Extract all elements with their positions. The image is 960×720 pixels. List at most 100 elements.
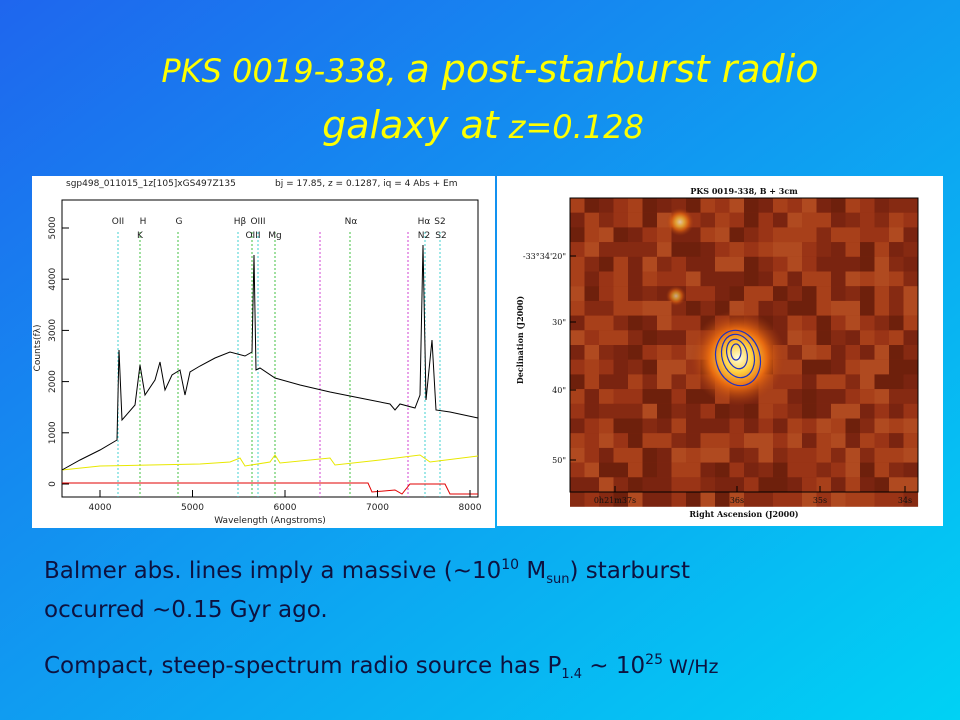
pixel bbox=[599, 418, 614, 434]
pixel bbox=[613, 330, 629, 346]
pixel bbox=[657, 300, 672, 316]
pixel bbox=[860, 389, 875, 404]
pixel bbox=[686, 315, 701, 331]
pixel bbox=[700, 256, 716, 272]
pixel bbox=[787, 374, 803, 390]
pixel bbox=[816, 286, 832, 301]
pixel bbox=[700, 271, 716, 287]
pixel bbox=[831, 330, 846, 346]
pixel bbox=[816, 212, 832, 228]
pixel bbox=[758, 242, 774, 257]
pixel bbox=[628, 462, 643, 478]
x-tick-label: 35s bbox=[813, 496, 827, 505]
pixel bbox=[845, 418, 861, 434]
pixel bbox=[671, 374, 687, 390]
text: W/Hz bbox=[663, 656, 719, 678]
pixel bbox=[744, 462, 759, 478]
pixel bbox=[599, 227, 614, 243]
pixel bbox=[599, 271, 614, 287]
y-tick-label: 30" bbox=[552, 318, 566, 327]
pixel bbox=[874, 286, 890, 301]
pixel bbox=[802, 418, 817, 434]
pixel bbox=[787, 198, 803, 213]
pixel bbox=[831, 447, 846, 463]
pixel bbox=[715, 227, 730, 243]
pixel bbox=[845, 212, 861, 228]
x-tick-label: 36s bbox=[730, 496, 744, 505]
pixel bbox=[831, 374, 846, 390]
pixel bbox=[628, 198, 643, 213]
pixel bbox=[787, 300, 803, 316]
pixel bbox=[628, 256, 643, 272]
pixel bbox=[889, 492, 904, 507]
pixel bbox=[889, 198, 904, 213]
pixel bbox=[613, 300, 629, 316]
pixel bbox=[845, 286, 861, 301]
pixel bbox=[744, 418, 759, 434]
pixel bbox=[671, 271, 687, 287]
pixel bbox=[613, 359, 629, 375]
pixel bbox=[686, 300, 701, 316]
pixel bbox=[642, 271, 658, 287]
pixel bbox=[671, 330, 687, 346]
pixel bbox=[874, 403, 890, 419]
image-frame bbox=[569, 197, 919, 493]
pixel bbox=[802, 374, 817, 390]
pixel bbox=[773, 256, 788, 272]
pixel bbox=[686, 256, 701, 272]
figure-panel bbox=[32, 176, 495, 528]
pixel bbox=[599, 477, 614, 493]
pixel bbox=[715, 242, 730, 257]
image-title: PKS 0019-338, B + 3cm bbox=[690, 186, 798, 196]
pixel bbox=[584, 300, 600, 316]
pixel bbox=[686, 271, 701, 287]
pixel bbox=[570, 198, 585, 213]
pixel bbox=[584, 447, 600, 463]
line-label: S2 bbox=[435, 231, 446, 241]
pixel bbox=[903, 374, 919, 390]
pixel bbox=[584, 212, 600, 228]
pixel bbox=[642, 227, 658, 243]
spectrum-header: bj = 17.85, z = 0.1287, iq = 4 Abs + Em bbox=[275, 179, 458, 189]
pixel bbox=[570, 256, 585, 272]
pixel bbox=[860, 492, 875, 507]
pixel bbox=[903, 300, 919, 316]
pixel bbox=[831, 242, 846, 257]
pixel bbox=[845, 492, 861, 507]
y-tick-label: 2000 bbox=[48, 370, 58, 393]
galaxy-blob bbox=[690, 310, 786, 406]
pixel bbox=[816, 271, 832, 287]
pixel bbox=[889, 286, 904, 301]
pixel bbox=[671, 447, 687, 463]
pixel bbox=[773, 492, 788, 507]
pixel bbox=[570, 286, 585, 301]
pixel bbox=[729, 286, 745, 301]
pixel bbox=[802, 286, 817, 301]
pixel bbox=[628, 300, 643, 316]
pixel bbox=[599, 315, 614, 331]
pixel bbox=[816, 227, 832, 243]
pixel bbox=[889, 389, 904, 404]
pixel bbox=[889, 477, 904, 493]
pixel bbox=[715, 212, 730, 228]
pixel bbox=[570, 418, 585, 434]
pixel bbox=[715, 286, 730, 301]
y-tick-label: 0 bbox=[48, 481, 58, 487]
line-label: H bbox=[140, 217, 147, 227]
pixel bbox=[860, 359, 875, 375]
pixel bbox=[584, 477, 600, 493]
pixel bbox=[628, 359, 643, 375]
pixel bbox=[686, 242, 701, 257]
pixel bbox=[715, 403, 730, 419]
pixel bbox=[773, 403, 788, 419]
pixel bbox=[599, 242, 614, 257]
pixel bbox=[599, 212, 614, 228]
pixel bbox=[874, 447, 890, 463]
pixel bbox=[570, 462, 585, 478]
pixel bbox=[802, 330, 817, 346]
pixel bbox=[671, 433, 687, 448]
pixel bbox=[729, 256, 745, 272]
pixel bbox=[642, 403, 658, 419]
pixel bbox=[816, 433, 832, 448]
pixel bbox=[613, 462, 629, 478]
